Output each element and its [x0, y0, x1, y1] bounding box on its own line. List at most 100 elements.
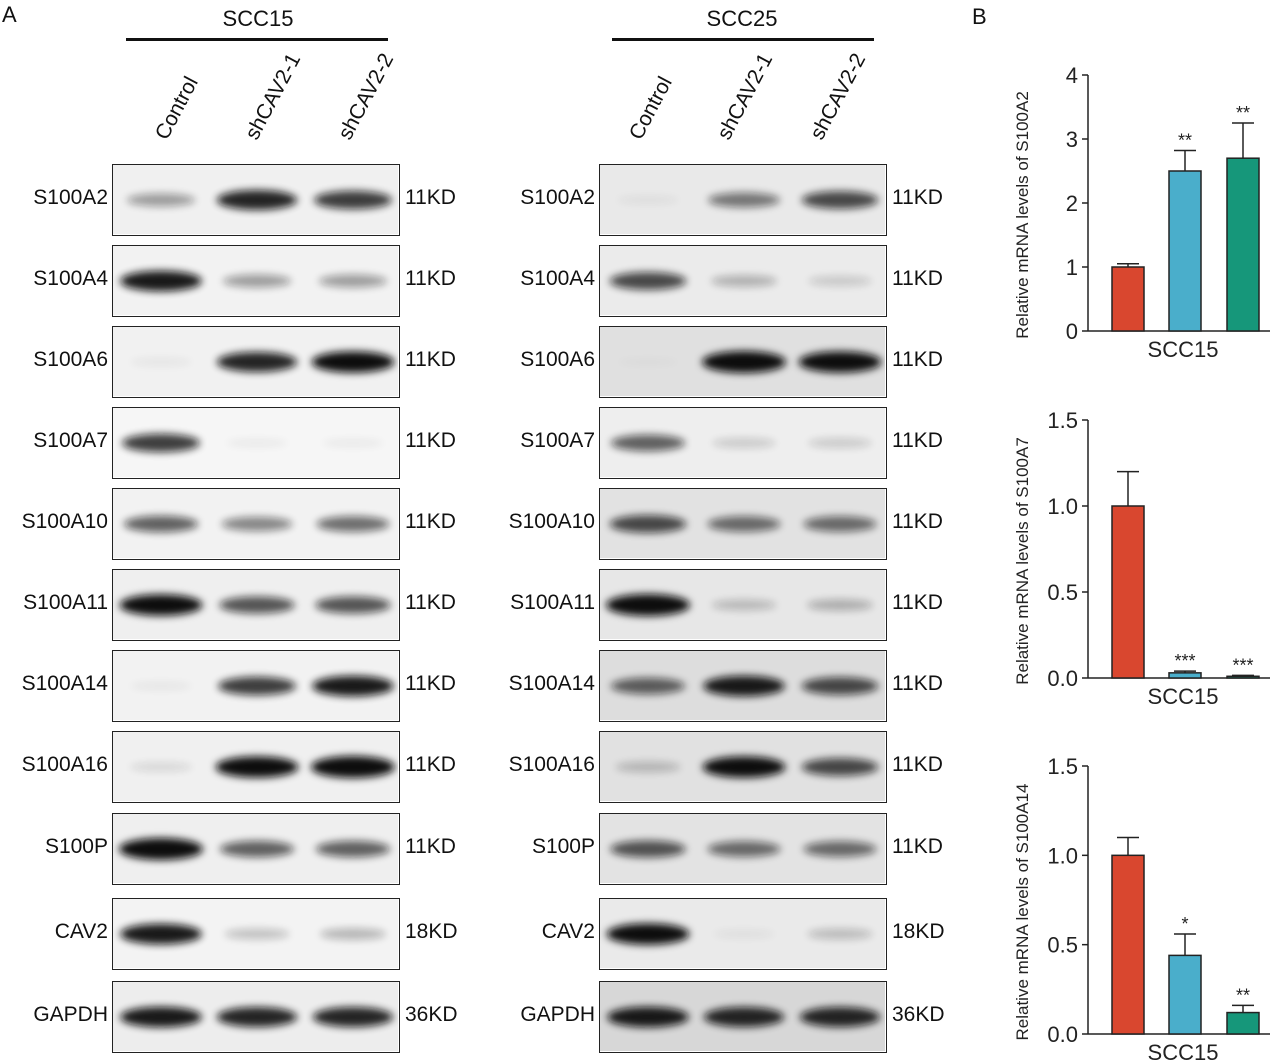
protein-band: [219, 596, 295, 614]
bar-shCAV2-1: [1168, 170, 1202, 332]
molecular-weight-label: 11KD: [405, 429, 456, 452]
protein-label: S100A7: [520, 429, 595, 452]
protein-band: [713, 929, 775, 939]
protein-band: [311, 351, 395, 373]
blot-image: [113, 899, 398, 968]
protein-band: [314, 190, 392, 210]
bar-shCAV2-2: [1226, 1011, 1260, 1035]
protein-label: S100P: [44, 835, 108, 858]
blot-panel: [112, 898, 400, 970]
protein-band: [610, 840, 686, 858]
blot-image: [113, 165, 398, 234]
protein-label: CAV2: [54, 920, 108, 943]
protein-band: [707, 841, 781, 857]
y-axis-label: Relative mRNA levels of S100A2: [1013, 91, 1032, 339]
blot-panel: [599, 488, 887, 560]
molecular-weight-label: 18KD: [405, 920, 458, 943]
molecular-weight-label: 11KD: [405, 591, 456, 614]
y-tick-label: 1: [1066, 255, 1078, 280]
panel-label-b: B: [972, 4, 987, 29]
protein-band: [119, 594, 203, 616]
y-tick-label: 1.5: [1047, 408, 1078, 433]
protein-label: S100P: [531, 835, 595, 858]
protein-label: S100A6: [520, 348, 595, 371]
protein-label: S100A7: [33, 429, 108, 452]
protein-band: [123, 515, 199, 533]
protein-label: CAV2: [541, 920, 595, 943]
y-tick-label: 0.0: [1047, 666, 1078, 691]
protein-label: S100A16: [508, 753, 595, 776]
protein-label: S100A2: [33, 186, 108, 209]
y-tick-label: 1.5: [1047, 754, 1078, 779]
protein-label: S100A2: [520, 186, 595, 209]
blot-panel: [599, 813, 887, 885]
molecular-weight-label: 11KD: [892, 753, 943, 776]
protein-band: [615, 761, 681, 773]
protein-band: [703, 675, 785, 697]
protein-band: [808, 275, 872, 287]
molecular-weight-label: 36KD: [892, 1003, 945, 1026]
x-axis-label: SCC15: [1148, 337, 1219, 362]
blot-image: [113, 327, 398, 396]
protein-band: [610, 677, 686, 695]
blot-image: [113, 570, 398, 639]
protein-label: S100A4: [33, 267, 108, 290]
molecular-weight-label: 11KD: [892, 835, 943, 858]
molecular-weight-label: 11KD: [892, 510, 943, 533]
protein-band: [311, 756, 395, 778]
blot-image: [113, 814, 398, 883]
group-line-scc15: [126, 38, 388, 41]
protein-band: [320, 928, 386, 940]
molecular-weight-label: 11KD: [892, 186, 943, 209]
blot-image: [600, 327, 885, 396]
bar-Control: [1111, 266, 1145, 332]
protein-band: [126, 193, 196, 207]
protein-band: [312, 1007, 394, 1027]
protein-band: [322, 438, 384, 448]
blot-panel: [112, 981, 400, 1053]
blot-panel: [599, 898, 887, 970]
y-tick-label: 1.0: [1047, 843, 1078, 868]
x-axis-label: SCC15: [1148, 684, 1219, 709]
y-tick-label: 4: [1066, 63, 1078, 88]
bar-shCAV2-2: [1226, 157, 1260, 332]
protein-band: [216, 1007, 298, 1027]
blot-panel: [112, 407, 400, 479]
protein-band: [803, 841, 877, 857]
blot-image: [113, 651, 398, 720]
protein-band: [226, 438, 288, 448]
molecular-weight-label: 11KD: [405, 510, 456, 533]
y-tick-label: 0.5: [1047, 933, 1078, 958]
protein-band: [702, 351, 786, 373]
blot-image: [113, 982, 398, 1051]
protein-band: [801, 677, 879, 695]
protein-band: [606, 594, 690, 616]
bar-shCAV2-2: [1226, 675, 1260, 679]
protein-band: [807, 928, 873, 940]
protein-band: [609, 515, 687, 533]
molecular-weight-label: 11KD: [892, 591, 943, 614]
y-tick-label: 3: [1066, 127, 1078, 152]
protein-band: [221, 516, 293, 532]
molecular-weight-label: 11KD: [405, 753, 456, 776]
protein-band: [803, 516, 877, 532]
group-line-scc25: [612, 38, 874, 41]
blot-panel: [112, 245, 400, 317]
blot-panel: [599, 731, 887, 803]
blot-image: [600, 570, 885, 639]
group-title-scc15: SCC15: [222, 6, 294, 31]
protein-band: [312, 675, 394, 697]
protein-label: S100A4: [520, 267, 595, 290]
y-axis-label: Relative mRNA levels of S100A7: [1013, 437, 1032, 685]
protein-band: [798, 351, 882, 373]
protein-band: [219, 840, 295, 858]
significance-marker: ***: [1232, 655, 1253, 675]
protein-band: [120, 270, 202, 292]
molecular-weight-label: 11KD: [892, 672, 943, 695]
significance-marker: **: [1236, 103, 1250, 123]
protein-band: [318, 274, 388, 288]
blot-panel: [112, 731, 400, 803]
